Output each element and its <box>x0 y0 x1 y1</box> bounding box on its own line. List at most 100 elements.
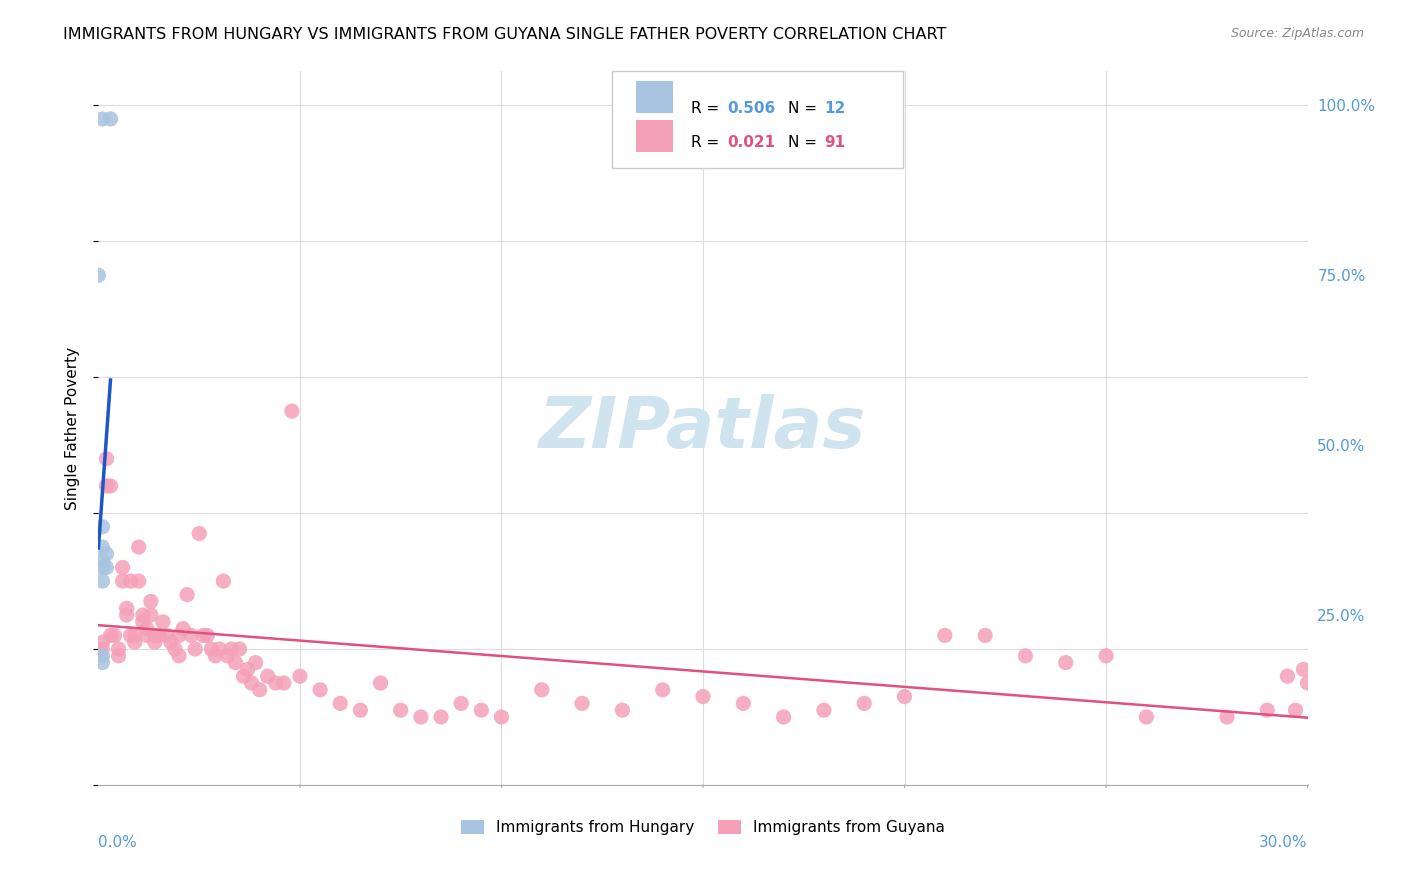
Point <box>96 451 118 466</box>
Point <box>409 710 432 724</box>
Point <box>180 628 202 642</box>
Point <box>91 635 114 649</box>
Point <box>128 574 150 588</box>
Text: ZIPatlas: ZIPatlas <box>540 393 866 463</box>
Point <box>100 112 122 126</box>
Point <box>87 268 110 283</box>
Point <box>1284 703 1306 717</box>
Point <box>1277 669 1299 683</box>
Point <box>240 676 263 690</box>
Point <box>124 628 146 642</box>
Point <box>974 628 997 642</box>
Text: 30.0%: 30.0% <box>1260 835 1308 850</box>
Point <box>167 628 190 642</box>
Point <box>111 574 134 588</box>
Point <box>193 628 215 642</box>
Point <box>1292 662 1315 676</box>
Point <box>204 648 226 663</box>
Legend: Immigrants from Hungary, Immigrants from Guyana: Immigrants from Hungary, Immigrants from… <box>456 814 950 841</box>
Point <box>236 662 259 676</box>
Point <box>389 703 412 717</box>
Text: R =: R = <box>690 101 718 116</box>
Point <box>692 690 714 704</box>
Point <box>612 703 634 717</box>
Point <box>772 710 794 724</box>
Point <box>530 682 553 697</box>
Point <box>143 635 166 649</box>
Point <box>893 690 915 704</box>
Point <box>217 648 239 663</box>
FancyBboxPatch shape <box>613 71 903 168</box>
Point <box>853 697 876 711</box>
Point <box>450 697 472 711</box>
Point <box>256 669 278 683</box>
Point <box>1095 648 1118 663</box>
Point <box>221 642 243 657</box>
Point <box>91 112 114 126</box>
Point <box>813 703 835 717</box>
Bar <box>637 120 672 153</box>
Point <box>224 656 246 670</box>
Point <box>103 628 125 642</box>
Point <box>172 622 194 636</box>
Point <box>152 615 174 629</box>
Point <box>96 479 118 493</box>
Point <box>249 682 271 697</box>
Point <box>91 648 114 663</box>
Point <box>349 703 371 717</box>
Point <box>139 608 162 623</box>
Point <box>184 642 207 657</box>
Point <box>135 628 157 642</box>
Point <box>281 404 304 418</box>
Point <box>1256 703 1278 717</box>
Point <box>176 588 198 602</box>
Point <box>107 648 129 663</box>
Point <box>195 628 218 642</box>
Text: Source: ZipAtlas.com: Source: ZipAtlas.com <box>1230 27 1364 40</box>
Text: N =: N = <box>787 135 817 150</box>
Point <box>111 560 134 574</box>
Point <box>212 574 235 588</box>
Point <box>273 676 295 690</box>
Point <box>91 560 114 574</box>
Point <box>115 608 138 623</box>
Point <box>264 676 287 690</box>
Point <box>100 628 122 642</box>
Point <box>733 697 755 711</box>
Text: N =: N = <box>787 101 817 116</box>
Point <box>208 642 231 657</box>
Text: 91: 91 <box>824 135 845 150</box>
Point <box>120 574 142 588</box>
Point <box>160 635 183 649</box>
Y-axis label: Single Father Poverty: Single Father Poverty <box>65 347 80 509</box>
Point <box>329 697 352 711</box>
Point <box>1216 710 1239 724</box>
Point <box>491 710 513 724</box>
Text: R =: R = <box>690 135 718 150</box>
Point <box>107 642 129 657</box>
Point <box>96 560 118 574</box>
Text: 12: 12 <box>824 101 845 116</box>
Point <box>91 540 114 554</box>
Point <box>309 682 332 697</box>
Point <box>228 642 250 657</box>
Point <box>1135 710 1157 724</box>
Point <box>132 615 155 629</box>
Point <box>232 669 254 683</box>
Point <box>132 608 155 623</box>
Point <box>91 574 114 588</box>
Point <box>167 648 190 663</box>
Text: 0.506: 0.506 <box>727 101 776 116</box>
Text: 0.021: 0.021 <box>727 135 775 150</box>
Point <box>188 526 211 541</box>
Point <box>96 547 118 561</box>
Point <box>91 656 114 670</box>
Text: IMMIGRANTS FROM HUNGARY VS IMMIGRANTS FROM GUYANA SINGLE FATHER POVERTY CORRELAT: IMMIGRANTS FROM HUNGARY VS IMMIGRANTS FR… <box>63 27 946 42</box>
Point <box>200 642 222 657</box>
Point <box>571 697 593 711</box>
Point <box>139 594 162 608</box>
Point <box>91 642 114 657</box>
Point <box>135 622 157 636</box>
Point <box>1054 656 1077 670</box>
Point <box>470 703 492 717</box>
